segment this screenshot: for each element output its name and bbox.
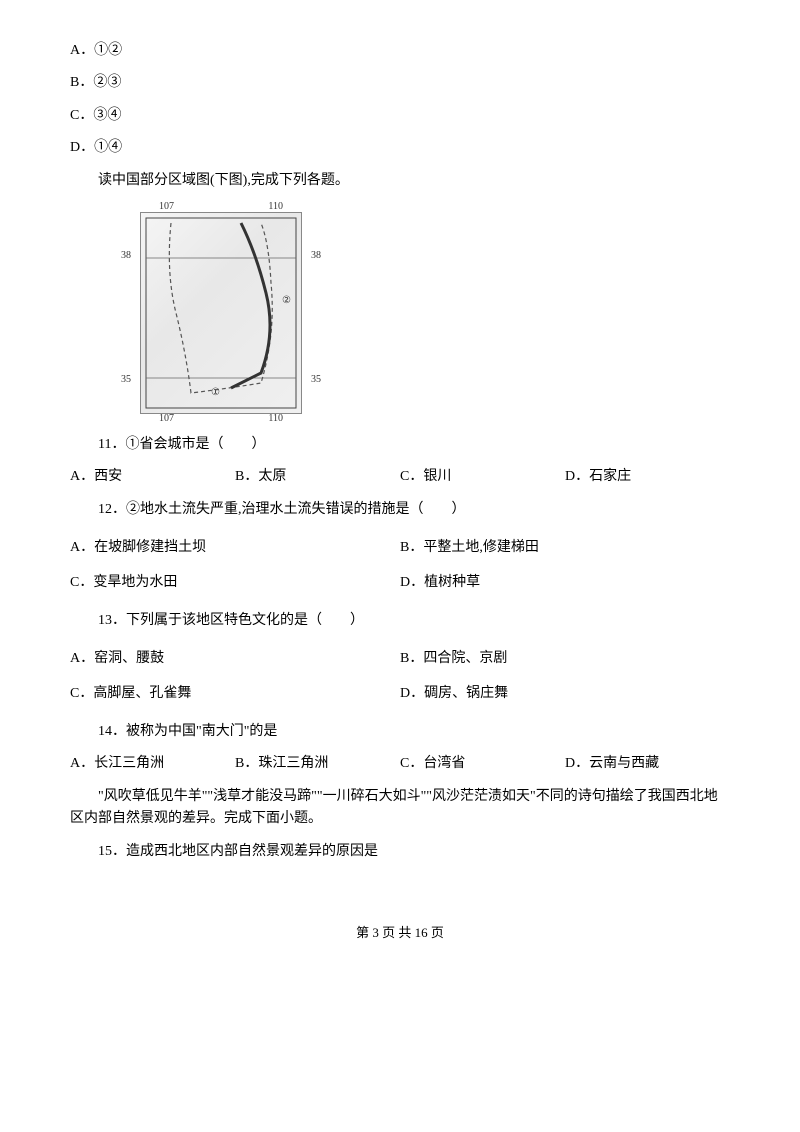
map-label-left-top: 38 <box>121 248 131 264</box>
q14-choice-a[interactable]: A．长江三角洲 <box>70 753 235 775</box>
q13-choices: A．窑洞、腰鼓 B．四合院、京剧 C．高脚屋、孔雀舞 D．碉房、锅庄舞 <box>70 642 730 711</box>
option-b: B．②③ <box>70 72 730 94</box>
q12-choice-d[interactable]: D．植树种草 <box>400 572 730 594</box>
page-footer: 第 3 页 共 16 页 <box>70 923 730 944</box>
q13-stem: 13．下列属于该地区特色文化的是（ ） <box>70 610 730 632</box>
passage-northwest: "风吹草低见牛羊""浅草才能没马蹄""一川碎石大如斗""风沙茫茫渍如天"不同的诗… <box>70 786 730 831</box>
q15-stem: 15．造成西北地区内部自然景观差异的原因是 <box>70 841 730 863</box>
q13-choice-b[interactable]: B．四合院、京剧 <box>400 648 730 670</box>
q13-choice-c[interactable]: C．高脚屋、孔雀舞 <box>70 683 400 705</box>
option-a: A．①② <box>70 40 730 62</box>
q12-stem: 12．②地水土流失严重,治理水土流失错误的措施是（ ） <box>70 499 730 521</box>
map-label-bottom-right: 110 <box>268 411 283 427</box>
map-intro: 读中国部分区域图(下图),完成下列各题。 <box>70 170 730 192</box>
china-region-map: 107 110 38 38 35 35 107 110 ① ② <box>140 212 302 414</box>
q11-choice-c[interactable]: C．银川 <box>400 466 565 488</box>
q13-choice-d[interactable]: D．碉房、锅庄舞 <box>400 683 730 705</box>
q14-stem: 14．被称为中国"南大门"的是 <box>70 721 730 743</box>
q14-choice-d[interactable]: D．云南与西藏 <box>565 753 730 775</box>
q12-choice-c[interactable]: C．变旱地为水田 <box>70 572 400 594</box>
option-d: D．①④ <box>70 137 730 159</box>
q12-choices: A．在坡脚修建挡土坝 B．平整土地,修建梯田 C．变旱地为水田 D．植树种草 <box>70 531 730 600</box>
q14-choice-c[interactable]: C．台湾省 <box>400 753 565 775</box>
q11-choices: A．西安 B．太原 C．银川 D．石家庄 <box>70 466 730 488</box>
q14-choices: A．长江三角洲 B．珠江三角洲 C．台湾省 D．云南与西藏 <box>70 753 730 775</box>
q11-choice-a[interactable]: A．西安 <box>70 466 235 488</box>
q13-choice-a[interactable]: A．窑洞、腰鼓 <box>70 648 400 670</box>
map-label-right-bottom: 35 <box>311 372 321 388</box>
q11-stem: 11．①省会城市是（ ） <box>70 434 730 456</box>
q12-choice-a[interactable]: A．在坡脚修建挡土坝 <box>70 537 400 559</box>
q11-choice-d[interactable]: D．石家庄 <box>565 466 730 488</box>
map-label-left-bottom: 35 <box>121 372 131 388</box>
q11-choice-b[interactable]: B．太原 <box>235 466 400 488</box>
map-label-bottom-left: 107 <box>159 411 174 427</box>
q14-choice-b[interactable]: B．珠江三角洲 <box>235 753 400 775</box>
map-label-right-top: 38 <box>311 248 321 264</box>
q12-choice-b[interactable]: B．平整土地,修建梯田 <box>400 537 730 559</box>
map-outline <box>141 213 301 413</box>
option-c: C．③④ <box>70 105 730 127</box>
